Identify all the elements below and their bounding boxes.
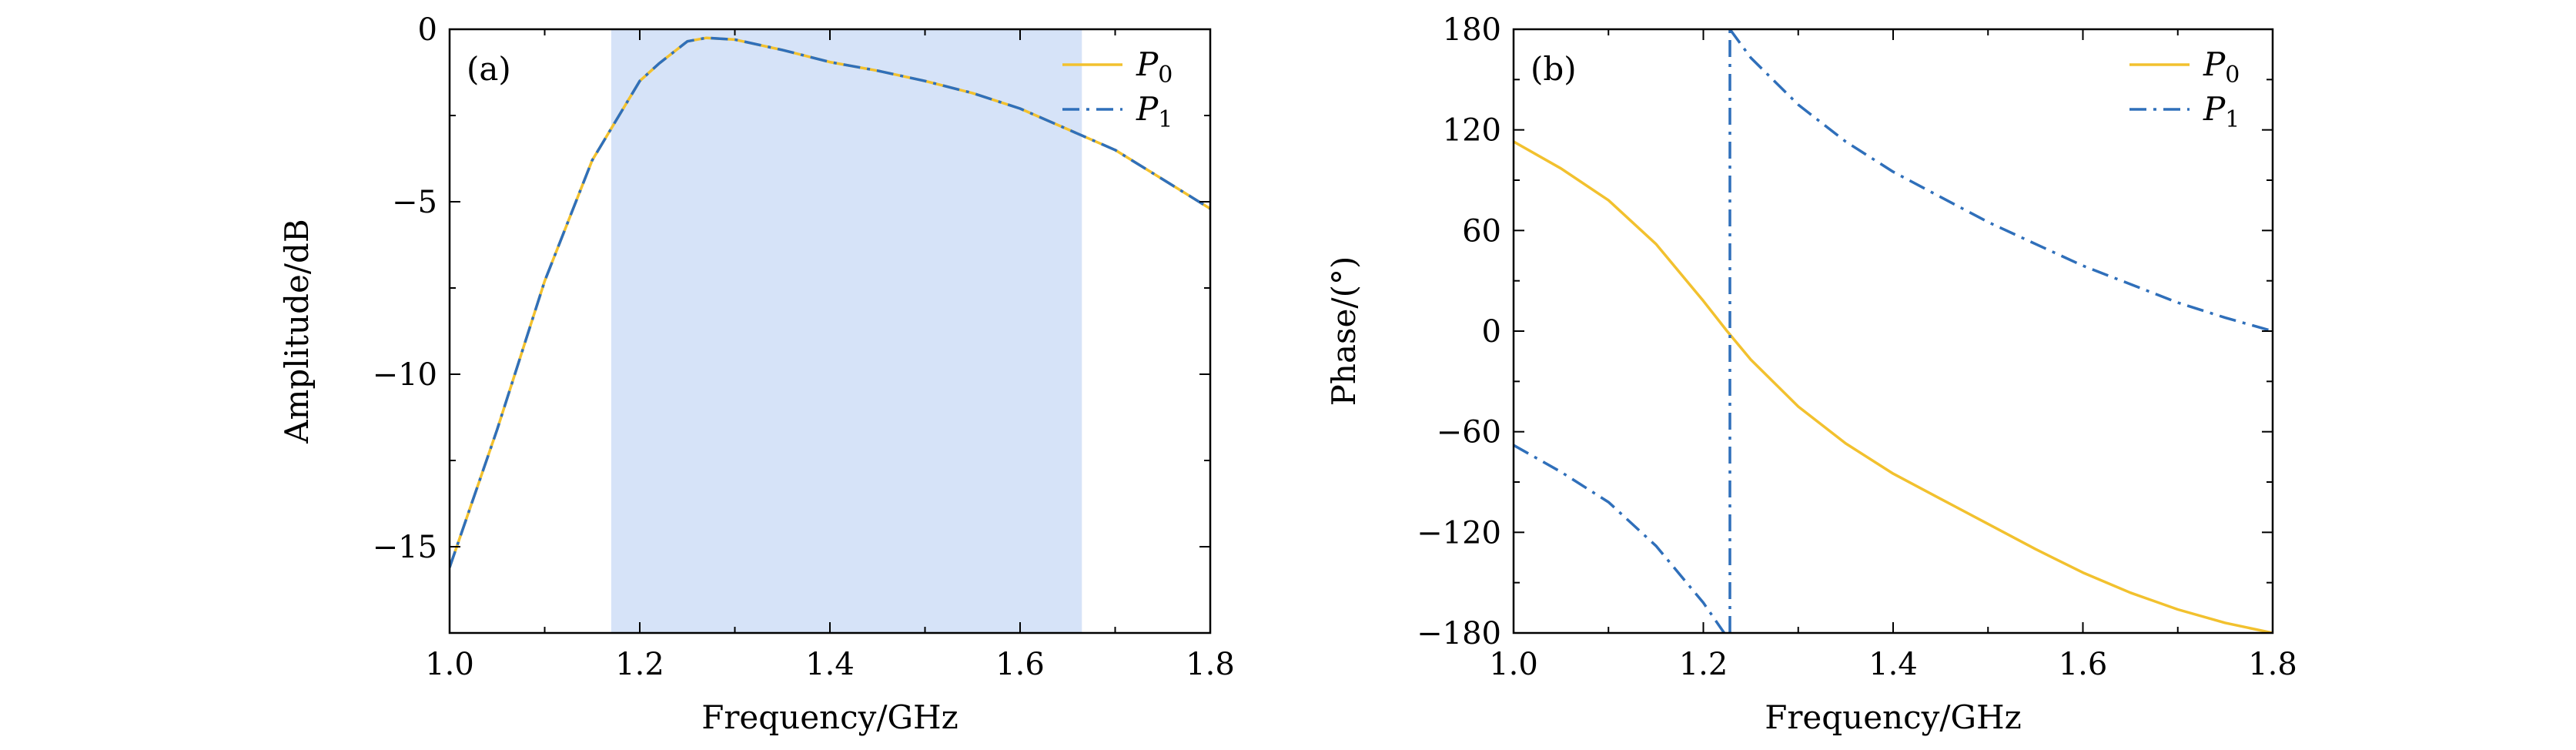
panel-b-phase-chart: 1.0 1.2 1.4 1.6 1.8 180 120 60 0 −60 −120 −180 Frequ… [1325,12,2297,736]
x-tick-label: 1.6 [2059,647,2108,682]
y-tick-label: −120 [1417,515,1501,551]
panel-label: (b) [1531,50,1577,88]
legend-label-p1: P1 [2203,90,2240,133]
x-tick-label: 1.2 [1679,647,1728,682]
y-tick-label: −10 [373,357,437,393]
y-tick-label: 0 [1482,314,1501,350]
x-tick-label: 1.8 [1186,647,1235,682]
series-line-p0 [1514,140,2273,633]
y-tick-label: 0 [418,12,437,48]
legend-label-main: P [2203,45,2226,83]
y-tick-label: −60 [1437,415,1501,450]
y-axis-label: Amplitude/dB [278,219,316,444]
x-tick-label: 1.6 [995,647,1045,682]
y-tick-label: 180 [1443,12,1501,48]
panel-label: (a) [467,50,511,88]
x-tick-label: 1.0 [1489,647,1538,682]
legend-label-main: P [1136,90,1159,128]
y-tick-label: −5 [392,185,437,220]
legend-label-subscript: 0 [1158,62,1173,89]
x-tick-label: 1.4 [1868,647,1918,682]
x-axis-label: Frequency/GHz [1765,698,2022,736]
highlight-band [611,29,1082,633]
y-tick-label: 120 [1443,113,1501,149]
legend-label-subscript: 1 [2225,106,2240,133]
y-tick-label: −180 [1417,616,1501,651]
legend-label-main: P [1136,45,1159,83]
x-axis-label: Frequency/GHz [701,698,958,736]
x-tick-label: 1.8 [2248,647,2297,682]
series-line-p1-segment-2 [1728,29,2273,333]
legend-label-main: P [2203,90,2226,128]
legend-label-subscript: 0 [2225,62,2240,89]
y-tick-label: 60 [1462,213,1501,249]
legend-label-p0: P0 [2203,45,2240,89]
legend-label-subscript: 1 [1158,106,1173,133]
x-tick-label: 1.2 [615,647,664,682]
panel-a-amplitude-chart: 1.0 1.2 1.4 1.6 1.8 0 −5 −10 −15 Frequency/GHz Amp… [278,12,1235,736]
y-axis-label: Phase/(°) [1325,256,1363,407]
x-tick-label: 1.0 [425,647,474,682]
legend-label-p0: P0 [1136,45,1173,89]
plot-frame [1512,28,2274,634]
series-line-p1-segment-0 [1514,444,1726,633]
x-tick-label: 1.4 [805,647,855,682]
y-tick-label: −15 [373,530,437,565]
legend-label-p1: P1 [1136,90,1173,133]
series-line-p1 [450,36,1210,568]
